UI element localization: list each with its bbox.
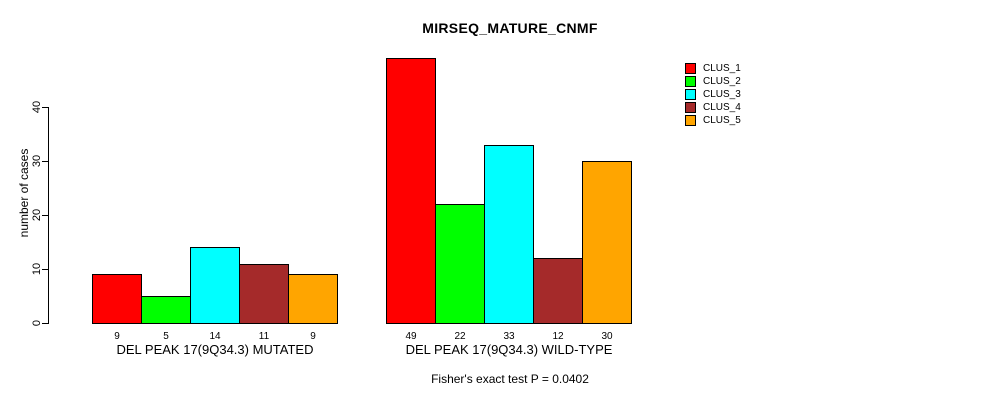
bar-value-label: 9 (310, 331, 316, 342)
y-axis-tick-label: 40 (31, 100, 43, 114)
bar-clus_1-mutated (92, 274, 142, 324)
legend-swatch-clus_4 (685, 102, 696, 113)
y-axis-tick-label: 30 (31, 154, 43, 168)
bar-clus_3-wild-type (484, 145, 534, 324)
legend-item-clus_1: CLUS_1 (685, 62, 741, 75)
y-axis-tick-mark (42, 323, 49, 324)
bar-value-label: 5 (163, 331, 169, 342)
bar-clus_3-mutated (190, 247, 240, 324)
bar-clus_2-mutated (141, 296, 191, 324)
legend-label: CLUS_5 (703, 115, 741, 126)
y-axis-tick-mark (42, 107, 49, 108)
legend-swatch-clus_5 (685, 115, 696, 126)
legend-label: CLUS_1 (703, 63, 741, 74)
bar-clus_5-mutated (288, 274, 338, 324)
legend-item-clus_4: CLUS_4 (685, 101, 741, 114)
x-category-label-wild-type: DEL PEAK 17(9Q34.3) WILD-TYPE (405, 342, 613, 357)
legend-swatch-clus_3 (685, 89, 696, 100)
legend: CLUS_1 CLUS_2 CLUS_3 CLUS_4 CLUS_5 (685, 62, 741, 127)
legend-swatch-clus_2 (685, 76, 696, 87)
y-axis-tick-label: 0 (31, 319, 43, 327)
y-axis-tick-mark (42, 269, 49, 270)
bar-clus_4-wild-type (533, 258, 583, 324)
bar-value-label: 22 (454, 331, 466, 342)
legend-label: CLUS_2 (703, 76, 741, 87)
legend-label: CLUS_4 (703, 102, 741, 113)
chart-title: MIRSEQ_MATURE_CNMF (422, 20, 598, 36)
legend-swatch-clus_1 (685, 63, 696, 74)
bar-value-label: 11 (258, 331, 270, 342)
y-axis-tick-label: 20 (31, 208, 43, 222)
bar-value-label: 12 (552, 331, 564, 342)
bar-value-label: 14 (209, 331, 221, 342)
bar-value-label: 30 (601, 331, 613, 342)
bar-clus_2-wild-type (435, 204, 485, 324)
y-axis-tick-mark (42, 161, 49, 162)
bar-value-label: 49 (405, 331, 417, 342)
legend-item-clus_3: CLUS_3 (685, 88, 741, 101)
legend-label: CLUS_3 (703, 89, 741, 100)
bar-value-label: 9 (114, 331, 120, 342)
bar-value-label: 33 (503, 331, 515, 342)
bar-clus_1-wild-type (386, 58, 436, 324)
bar-clus_5-wild-type (582, 161, 632, 324)
x-category-label-mutated: DEL PEAK 17(9Q34.3) MUTATED (116, 342, 314, 357)
fisher-exact-test-annotation: Fisher's exact test P = 0.0402 (431, 372, 589, 386)
y-axis-label: number of cases (17, 148, 31, 238)
legend-item-clus_5: CLUS_5 (685, 114, 741, 127)
y-axis-tick-mark (42, 215, 49, 216)
y-axis-tick-label: 10 (31, 262, 43, 276)
legend-item-clus_2: CLUS_2 (685, 75, 741, 88)
bar-clus_4-mutated (239, 264, 289, 324)
